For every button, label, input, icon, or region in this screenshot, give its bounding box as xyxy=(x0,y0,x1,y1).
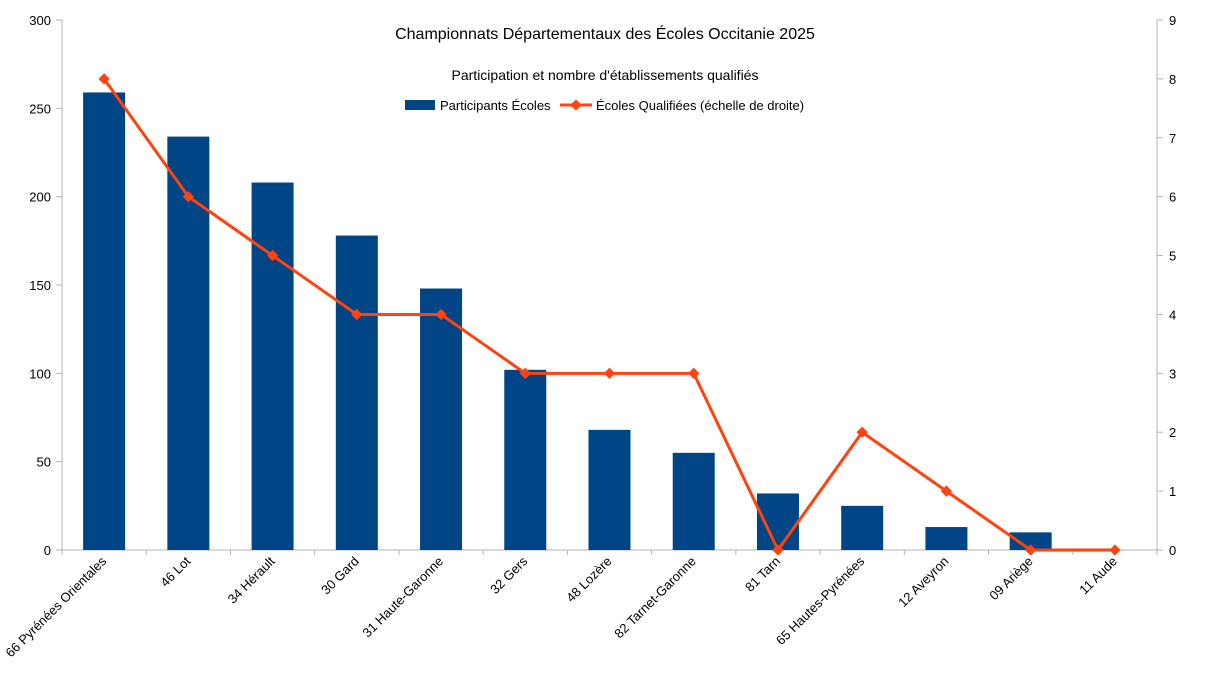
line-point xyxy=(940,485,953,497)
legend-swatch-marker xyxy=(570,99,582,111)
bar xyxy=(1009,532,1052,550)
y-right-tick-label: 6 xyxy=(1169,190,1176,205)
y-right-tick-label: 2 xyxy=(1169,425,1176,440)
y-left-tick-label: 250 xyxy=(29,101,51,116)
x-tick-label: 66 Pyrénées Orientales xyxy=(3,553,110,660)
y-right-tick-label: 7 xyxy=(1169,131,1176,146)
y-left-tick-label: 100 xyxy=(29,366,51,381)
chart-title: Championnats Départementaux des Écoles O… xyxy=(395,24,815,43)
x-tick-label: 48 Lozère xyxy=(563,554,614,605)
line-point xyxy=(351,308,363,321)
y-left-tick-label: 150 xyxy=(29,278,51,293)
bar xyxy=(588,429,631,550)
y-right-tick-label: 8 xyxy=(1169,72,1176,87)
line-point xyxy=(519,367,531,379)
bar xyxy=(925,527,968,550)
y-right-tick-label: 0 xyxy=(1169,543,1176,558)
legend-label-line: Écoles Qualifiées (échelle de droite) xyxy=(596,98,804,113)
y-right-tick-label: 4 xyxy=(1169,307,1176,322)
y-left-tick-label: 300 xyxy=(29,13,51,28)
legend-swatch-bar xyxy=(405,100,435,110)
bar xyxy=(251,182,294,551)
line-point xyxy=(688,367,700,379)
line-point xyxy=(1109,544,1121,556)
line-point xyxy=(856,426,868,438)
x-tick-label: 34 Hérault xyxy=(225,553,278,606)
legend: Participants Écoles Écoles Qualifiées (é… xyxy=(405,98,804,113)
line-point xyxy=(266,249,279,262)
line-point xyxy=(435,308,447,321)
bar xyxy=(672,452,715,550)
y-left-tick-label: 200 xyxy=(29,190,51,205)
bar xyxy=(83,92,126,550)
y-left-tick-label: 0 xyxy=(44,543,51,558)
bar-series xyxy=(83,92,1052,551)
line-point xyxy=(182,191,195,203)
y-right-tick-label: 3 xyxy=(1169,366,1176,381)
bar xyxy=(420,288,463,550)
x-tick-label: 11 Aude xyxy=(1076,554,1120,598)
x-tick-label: 65 Hautes-Pyrénées xyxy=(773,553,868,648)
x-tick-label: 82 Tarnet-Garonne xyxy=(611,554,699,642)
y-right-tick-label: 1 xyxy=(1169,484,1176,499)
x-tick-label: 32 Gers xyxy=(487,553,531,597)
legend-label-bar: Participants Écoles xyxy=(440,98,551,113)
x-tick-label: 31 Haute-Garonne xyxy=(359,554,446,641)
line-point xyxy=(1024,544,1037,556)
x-tick-label: 81 Tarn xyxy=(742,554,783,595)
bar xyxy=(504,369,547,550)
bar xyxy=(335,235,378,551)
y-left-tick-label: 50 xyxy=(37,455,51,470)
x-tick-label: 46 Lot xyxy=(157,553,193,589)
y-right-tick-label: 9 xyxy=(1169,13,1176,28)
x-tick-label: 09 Ariège xyxy=(986,554,1035,603)
y-right-tick-label: 5 xyxy=(1169,249,1176,264)
x-tick-label: 30 Gard xyxy=(318,554,362,598)
line-series xyxy=(98,73,1121,556)
line-point xyxy=(603,367,616,379)
x-tick-label: 12 Aveyron xyxy=(895,554,951,610)
bar xyxy=(841,505,884,550)
chart-subtitle: Participation et nombre d'établissements… xyxy=(452,67,759,83)
line-point xyxy=(772,544,784,556)
